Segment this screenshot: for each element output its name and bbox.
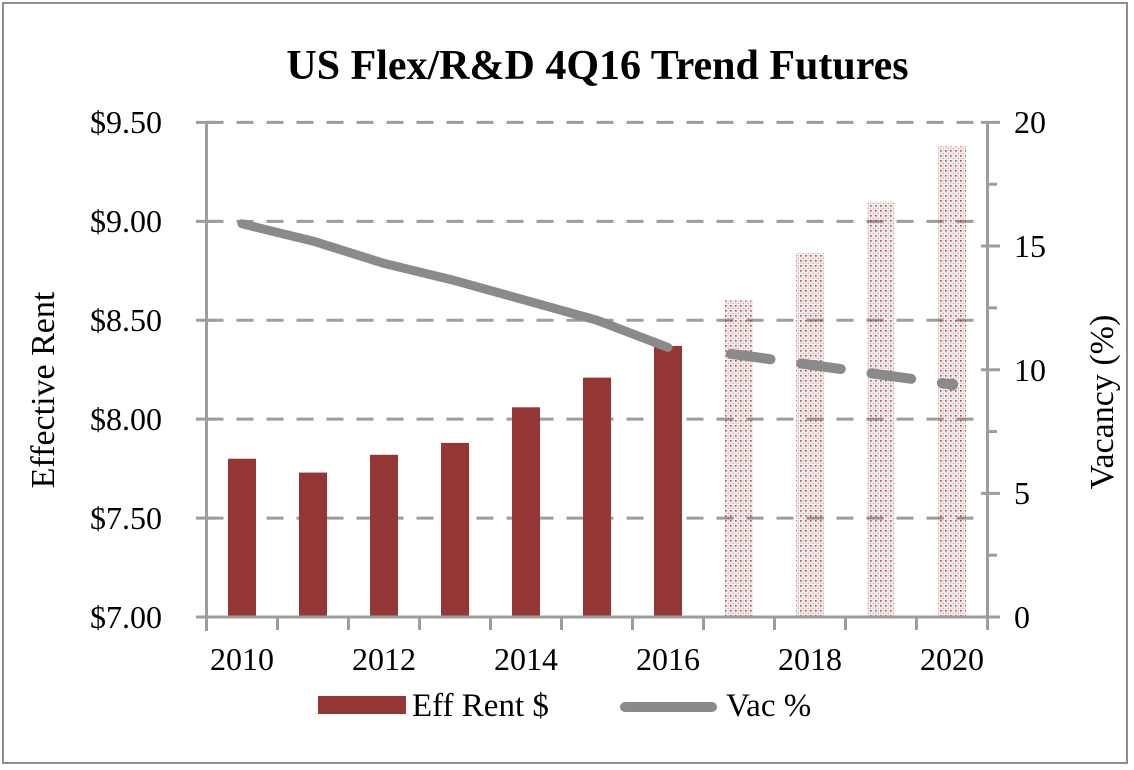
x-tick-label: 2012 [352,641,416,677]
right-tick-label: 10 [1014,351,1046,388]
vacancy-line-solid [237,219,673,352]
legend-swatch-vac [620,702,717,712]
left-tick-label: $8.00 [90,401,162,438]
right-axis-title: Vacancy (%) [1084,314,1121,490]
vacancy-line-forecast [695,345,957,390]
left-tick-label: $8.50 [90,302,162,339]
bar-2016 [654,345,682,617]
left-tick-label: $7.00 [90,599,162,635]
bar-2012 [370,454,398,617]
chart-title: US Flex/R&D 4Q16 Trend Futures [286,43,909,89]
legend-label-vac: Vac % [726,688,812,724]
right-tick-label: 5 [1014,475,1030,512]
x-tick-label: 2014 [494,641,558,677]
bar-2019 [867,201,895,617]
left-tick-label: $9.50 [90,104,162,141]
bar-2018 [796,252,824,617]
bar-2010 [228,458,256,617]
x-tick-label: 2020 [920,641,984,677]
bar-2013 [441,442,469,617]
vacancy-end-dot [946,378,958,391]
bar-2011 [299,472,327,617]
x-tick-label: 2010 [210,641,274,677]
right-tick-label: 20 [1014,104,1046,141]
left-tick-label: $7.50 [90,500,162,537]
bar-2014 [512,407,540,617]
x-tick-label: 2018 [778,641,842,677]
right-tick-label: 15 [1014,228,1046,265]
legend-swatch-eff-rent [318,696,406,714]
x-tick-label: 2016 [636,641,700,677]
legend-label-eff-rent: Eff Rent $ [412,688,549,724]
bar-2015 [583,377,611,617]
right-tick-label: 0 [1014,599,1030,635]
left-tick-label: $9.00 [90,203,162,240]
